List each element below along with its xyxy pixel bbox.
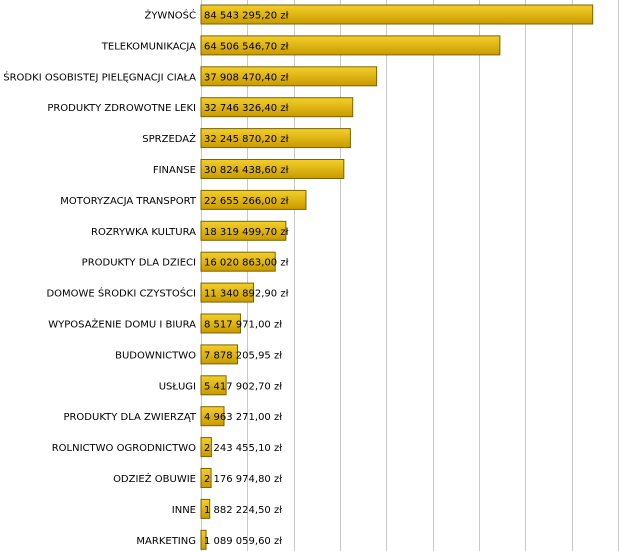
category-label: WYPOSAŻENIE DOMU I BIURA bbox=[48, 318, 196, 331]
bar bbox=[200, 529, 207, 550]
category-label: USŁUGI bbox=[159, 381, 196, 392]
category-label: ROZRYWKA KULTURA bbox=[91, 227, 196, 238]
category-label: ODZIEŻ OBUWIE bbox=[113, 472, 196, 485]
bar bbox=[200, 251, 276, 272]
value-label: 4 963 271,00 zł bbox=[204, 412, 282, 423]
value-label: 8 517 971,00 zł bbox=[204, 320, 282, 331]
value-label: 1 882 224,50 zł bbox=[204, 505, 282, 516]
category-label: PRODUKTY ZDROWOTNE LEKI bbox=[47, 103, 196, 114]
value-label: 7 878 205,95 zł bbox=[204, 350, 282, 361]
value-label: 2 243 455,10 zł bbox=[204, 443, 282, 454]
bar bbox=[200, 498, 211, 519]
category-label: ŚRODKI OSOBISTEJ PIELĘGNACJI CIAŁA bbox=[3, 70, 196, 83]
bar bbox=[200, 437, 212, 458]
category-label: MARKETING bbox=[136, 536, 196, 547]
category-label: ROLNICTWO OGRODNICTWO bbox=[52, 443, 196, 454]
value-label: 1 089 059,60 zł bbox=[204, 536, 282, 547]
bar bbox=[200, 189, 307, 210]
category-label: FINANSE bbox=[153, 165, 196, 176]
category-label: MOTORYZACJA TRANSPORT bbox=[60, 196, 197, 207]
category-label: SPRZEDAŻ bbox=[142, 132, 196, 145]
value-label: 5 417 902,70 zł bbox=[204, 381, 282, 392]
value-label: 11 340 892,90 zł bbox=[204, 289, 289, 300]
value-label: 16 020 863,00 zł bbox=[204, 258, 289, 269]
bar bbox=[200, 220, 287, 241]
category-label: PRODUKTY DLA ZWIERZĄT bbox=[63, 412, 196, 423]
bar bbox=[200, 4, 594, 25]
bar bbox=[200, 375, 227, 396]
category-label: INNE bbox=[172, 505, 196, 516]
category-label: PRODUKTY DLA DZIECI bbox=[82, 258, 196, 269]
category-label: TELEKOMUNIKACJA bbox=[101, 41, 196, 52]
value-label: 32 746 326,40 zł bbox=[204, 103, 289, 114]
bar bbox=[200, 344, 239, 365]
value-label: 37 908 470,40 zł bbox=[204, 72, 289, 83]
bar bbox=[200, 282, 255, 303]
value-label: 18 319 499,70 zł bbox=[204, 227, 289, 238]
category-label: BUDOWNICTWO bbox=[115, 350, 196, 361]
bar bbox=[200, 66, 378, 87]
bar bbox=[200, 468, 212, 488]
category-label: ŻYWNOŚĆ bbox=[144, 9, 196, 22]
value-label: 30 824 438,60 zł bbox=[204, 165, 289, 176]
value-label: 22 655 266,00 zł bbox=[204, 196, 289, 207]
value-label: 84 543 295,20 zł bbox=[204, 11, 289, 22]
category-label: DOMOWE ŚRODKI CZYSTOŚCI bbox=[46, 287, 196, 300]
bar bbox=[200, 128, 351, 149]
bar bbox=[200, 159, 345, 179]
value-label: 64 506 546,70 zł bbox=[204, 41, 289, 52]
value-label: 2 176 974,80 zł bbox=[204, 474, 282, 485]
bar bbox=[200, 313, 241, 334]
bar bbox=[200, 97, 354, 118]
bar bbox=[200, 406, 225, 427]
bar bbox=[200, 35, 501, 56]
value-label: 32 245 870,20 zł bbox=[204, 134, 289, 145]
